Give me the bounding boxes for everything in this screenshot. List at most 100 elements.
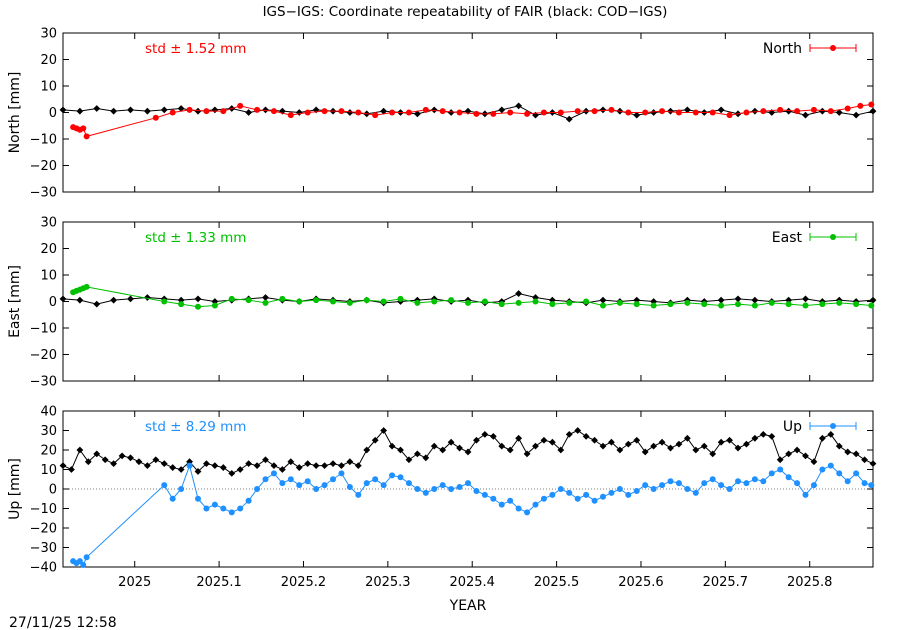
north-reference-point <box>498 106 506 114</box>
up-x-tick-label: 2025.1 <box>196 575 242 590</box>
up-reference-point <box>464 448 472 456</box>
north-data-point <box>540 109 547 116</box>
up-data-point <box>405 480 412 487</box>
east-data-point <box>397 295 404 302</box>
up-reference-point <box>633 436 641 444</box>
up-reference-point <box>76 446 84 454</box>
up-data-point <box>675 480 682 487</box>
up-data-point <box>237 505 244 512</box>
north-data-point <box>844 105 851 112</box>
up-data-point <box>279 480 286 487</box>
north-reference-point <box>802 111 809 119</box>
north-reference-point <box>93 105 101 112</box>
up-data-point <box>726 486 733 492</box>
up-data-point <box>718 482 725 489</box>
north-reference-point <box>59 106 67 114</box>
east-data-point <box>616 299 623 306</box>
chart-panels: −30 −20 −10 0 10 20 30 North [mm] std ± 1.52 mm N… <box>7 27 877 614</box>
north-data-point <box>490 110 497 117</box>
north-reference-point <box>413 110 421 118</box>
up-reference-point <box>523 450 531 458</box>
north-reference-point <box>262 106 269 114</box>
up-reference-point <box>152 456 160 464</box>
north-reference-point <box>143 107 151 115</box>
east-data-point <box>718 302 725 309</box>
north-data-point <box>591 108 598 115</box>
up-data-point <box>768 470 775 477</box>
up-reference-point <box>650 442 658 450</box>
up-data-point <box>161 482 168 489</box>
north-data-point <box>608 106 615 113</box>
north-y-tick-label: 10 <box>40 80 57 95</box>
up-y-tick-label: −20 <box>30 522 57 537</box>
north-reference-point <box>717 106 725 114</box>
east-reference-point <box>93 300 101 308</box>
up-data-point <box>481 491 488 498</box>
up-x-tick-label: 2025.3 <box>365 575 411 590</box>
up-y-tick-label: 0 <box>49 483 57 498</box>
east-data-point <box>836 299 843 306</box>
north-reference-point <box>835 109 843 116</box>
north-data-point <box>237 102 244 109</box>
north-reference-point <box>312 106 320 114</box>
up-data-point <box>397 474 404 481</box>
up-reference-point <box>228 470 236 477</box>
up-data-point <box>296 482 303 489</box>
north-std-label: std ± 1.52 mm <box>145 41 246 57</box>
up-reference-point <box>608 438 615 446</box>
east-y-tick-label: 10 <box>40 269 57 284</box>
north-reference-point <box>464 107 472 115</box>
up-reference-point <box>540 436 548 444</box>
up-data-point <box>802 491 809 498</box>
up-data-point <box>684 486 691 492</box>
north-data-point <box>389 109 396 116</box>
up-reference-point <box>802 452 809 460</box>
up-data-point <box>80 562 87 569</box>
up-data-point <box>186 462 193 469</box>
up-data-point <box>245 497 252 504</box>
east-data-point <box>211 302 218 309</box>
up-x-tick-label: 2025.2 <box>281 575 327 590</box>
up-reference-point <box>312 462 320 469</box>
up-data-point <box>777 466 784 473</box>
up-series-line <box>72 463 872 566</box>
up-x-tick-label: 2025.4 <box>449 575 495 590</box>
east-reference-point <box>127 295 134 303</box>
up-data-point <box>228 509 235 516</box>
up-data-point <box>709 476 716 483</box>
east-legend-label: East <box>772 230 803 246</box>
up-data-point <box>557 486 564 492</box>
up-reference-point <box>93 450 101 458</box>
north-reference-point <box>380 107 388 115</box>
up-reference-point <box>574 427 582 434</box>
up-data-point <box>794 480 801 487</box>
up-reference-point <box>515 434 523 442</box>
up-reference-point <box>169 464 177 471</box>
up-data-point <box>363 480 370 487</box>
north-reference-point <box>818 107 826 115</box>
east-reference-point <box>211 298 219 305</box>
up-reference-point <box>861 456 868 464</box>
up-std-label: std ± 8.29 mm <box>145 419 246 435</box>
north-reference-point <box>869 107 877 115</box>
up-data-point <box>819 466 826 473</box>
up-legend-label: Up <box>783 419 802 435</box>
east-data-point <box>600 302 606 309</box>
north-data-point <box>287 112 294 119</box>
north-data-point <box>203 108 210 115</box>
up-reference-point <box>489 432 497 440</box>
up-y-tick-label: 20 <box>40 444 57 459</box>
up-data-point <box>583 491 590 498</box>
up-data-point <box>83 554 90 561</box>
east-data-point <box>279 295 286 302</box>
up-reference-point <box>236 466 244 473</box>
up-data-point <box>667 478 674 485</box>
up-data-point <box>532 501 539 508</box>
north-reference-point <box>177 105 185 112</box>
east-data-point <box>667 301 674 308</box>
east-reference-point <box>869 296 877 304</box>
north-reference-point <box>633 111 641 119</box>
up-reference-point <box>363 446 371 454</box>
up-reference-point <box>532 442 539 450</box>
up-data-point <box>76 558 83 565</box>
